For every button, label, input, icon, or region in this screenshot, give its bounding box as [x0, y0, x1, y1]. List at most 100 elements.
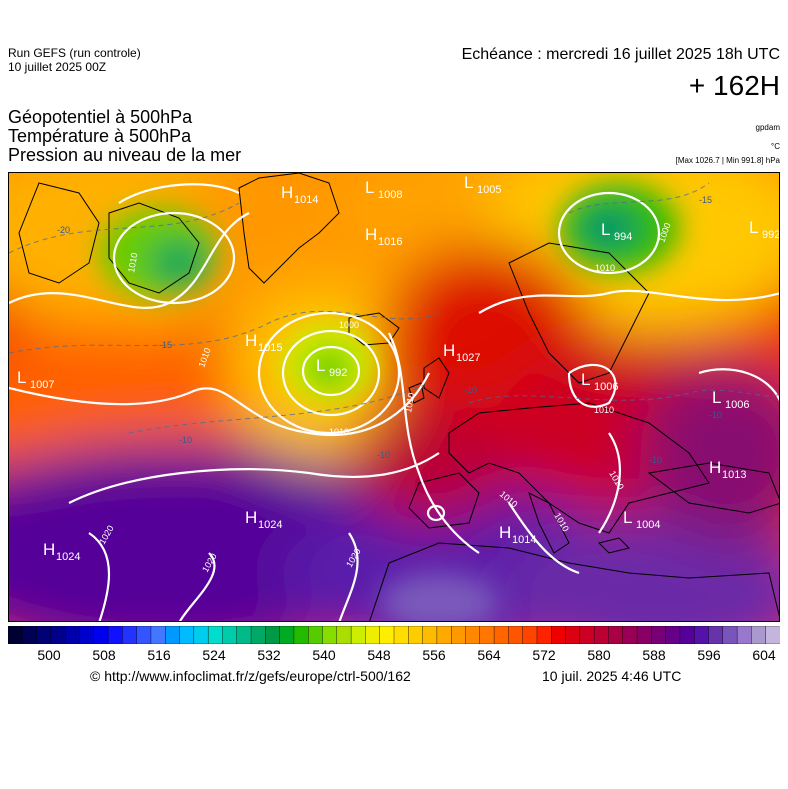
svg-text:L: L [365, 178, 374, 197]
svg-text:1007: 1007 [30, 379, 54, 391]
svg-text:L: L [17, 368, 26, 387]
svg-text:1024: 1024 [258, 519, 282, 531]
temperature-label: -15 [699, 195, 712, 205]
color-swatch [393, 626, 409, 644]
svg-text:1013: 1013 [722, 469, 746, 481]
param-temperature: Température à 500hPa [8, 126, 192, 146]
source-url: © http://www.infoclimat.fr/z/gefs/europe… [90, 668, 411, 684]
color-swatch [465, 626, 481, 644]
color-swatch [207, 626, 223, 644]
run-info: Run GEFS (run controle) 10 juillet 2025 … [8, 46, 141, 74]
svg-text:1006: 1006 [725, 399, 749, 411]
color-swatch [150, 626, 166, 644]
color-swatch [250, 626, 266, 644]
svg-text:1004: 1004 [636, 519, 660, 531]
svg-text:L: L [316, 356, 325, 375]
color-swatch [64, 626, 80, 644]
map-canvas: H 1014 L 1008 L 1005 H 1016 L 994 L 992 [9, 173, 779, 621]
color-swatch [79, 626, 95, 644]
color-swatch [50, 626, 66, 644]
isobars [9, 183, 779, 621]
color-swatch [436, 626, 452, 644]
lead-time: + 162H [688, 70, 780, 101]
svg-text:H: H [499, 523, 511, 542]
svg-text:L: L [623, 508, 632, 527]
color-swatch [222, 626, 238, 644]
pressure-center: H 1014 [499, 523, 536, 546]
color-swatch [122, 626, 138, 644]
color-swatch [322, 626, 338, 644]
pressure-center: L 1007 [17, 368, 54, 391]
color-scale-tick-label: 516 [147, 647, 171, 663]
isobar-label: 1010 [329, 427, 349, 437]
temperature-label: -20 [57, 225, 70, 235]
color-swatch [365, 626, 381, 644]
svg-text:H: H [443, 341, 455, 360]
color-swatch [350, 626, 366, 644]
color-swatch [336, 626, 352, 644]
svg-text:994: 994 [614, 231, 632, 243]
color-swatch [751, 626, 767, 644]
color-swatch [265, 626, 281, 644]
pressure-center: H 1013 [709, 458, 746, 481]
color-swatch [165, 626, 181, 644]
pressure-center-labels: H 1014 L 1008 L 1005 H 1016 L 994 L 992 [17, 173, 779, 563]
isobar-label: 1010 [594, 405, 614, 415]
pressure-center: L 1006 [581, 370, 618, 393]
svg-text:L: L [464, 173, 473, 192]
pressure-range: [Max 1026.7 | Min 991.8] hPa [675, 156, 780, 165]
svg-text:1015: 1015 [258, 342, 282, 354]
temperature-label: -10 [709, 410, 722, 420]
temperature-labels: -20 -15 -10 -10 -10 -10 -10 -15 [57, 195, 722, 465]
temperature-label: -10 [179, 435, 192, 445]
temperature-label: -10 [464, 385, 477, 395]
svg-text:L: L [749, 218, 758, 237]
forecast-valid-time: Echéance : mercredi 16 juillet 2025 18h … [461, 46, 780, 63]
color-swatch [422, 626, 438, 644]
temperature-label: -15 [159, 340, 172, 350]
pressure-center: L 1005 [464, 173, 501, 196]
color-swatch [694, 626, 710, 644]
color-scale-tick-label: 596 [697, 647, 721, 663]
unit-temperature: °C [771, 142, 780, 151]
param-pressure: Pression au niveau de la mer [8, 145, 242, 165]
color-swatch [493, 626, 509, 644]
pressure-center: L 992 [316, 356, 347, 379]
color-swatch [450, 626, 466, 644]
color-swatch [179, 626, 195, 644]
pressure-center: H 1016 [365, 225, 402, 248]
color-scale-ticks: 500 508 516 524 532 540 548 556 564 572 580 588 596 6… [8, 647, 780, 665]
color-scale-tick-label: 572 [532, 647, 556, 663]
color-swatch [722, 626, 738, 644]
color-scale-tick-label: 580 [587, 647, 611, 663]
svg-text:H: H [281, 183, 293, 202]
isobar-label: 1010 [595, 263, 615, 273]
pressure-center: L 992 [749, 218, 779, 241]
pressure-center: H 1024 [245, 508, 282, 531]
svg-text:L: L [601, 220, 610, 239]
color-scale-tick-label: 540 [312, 647, 336, 663]
isobar-label: 1010 [126, 252, 139, 273]
color-swatch [107, 626, 123, 644]
svg-text:1016: 1016 [378, 236, 402, 248]
svg-text:1006: 1006 [594, 381, 618, 393]
color-swatch [36, 626, 52, 644]
color-scale-tick-label: 548 [367, 647, 391, 663]
color-swatch [279, 626, 295, 644]
color-swatch [593, 626, 609, 644]
color-swatch [765, 626, 780, 644]
svg-text:992: 992 [329, 367, 347, 379]
color-scale-tick-label: 604 [752, 647, 776, 663]
color-scale-bar [8, 626, 780, 644]
svg-text:1005: 1005 [477, 184, 501, 196]
svg-text:1024: 1024 [56, 551, 80, 563]
pressure-center: H 1024 [43, 540, 80, 563]
color-swatch [579, 626, 595, 644]
temperature-label: -10 [377, 450, 390, 460]
color-swatch [379, 626, 395, 644]
isobar-label: 1000 [339, 320, 359, 330]
color-swatch [665, 626, 681, 644]
pressure-center: H 1014 [281, 183, 318, 206]
color-swatch [308, 626, 324, 644]
color-scale-tick-label: 556 [422, 647, 446, 663]
